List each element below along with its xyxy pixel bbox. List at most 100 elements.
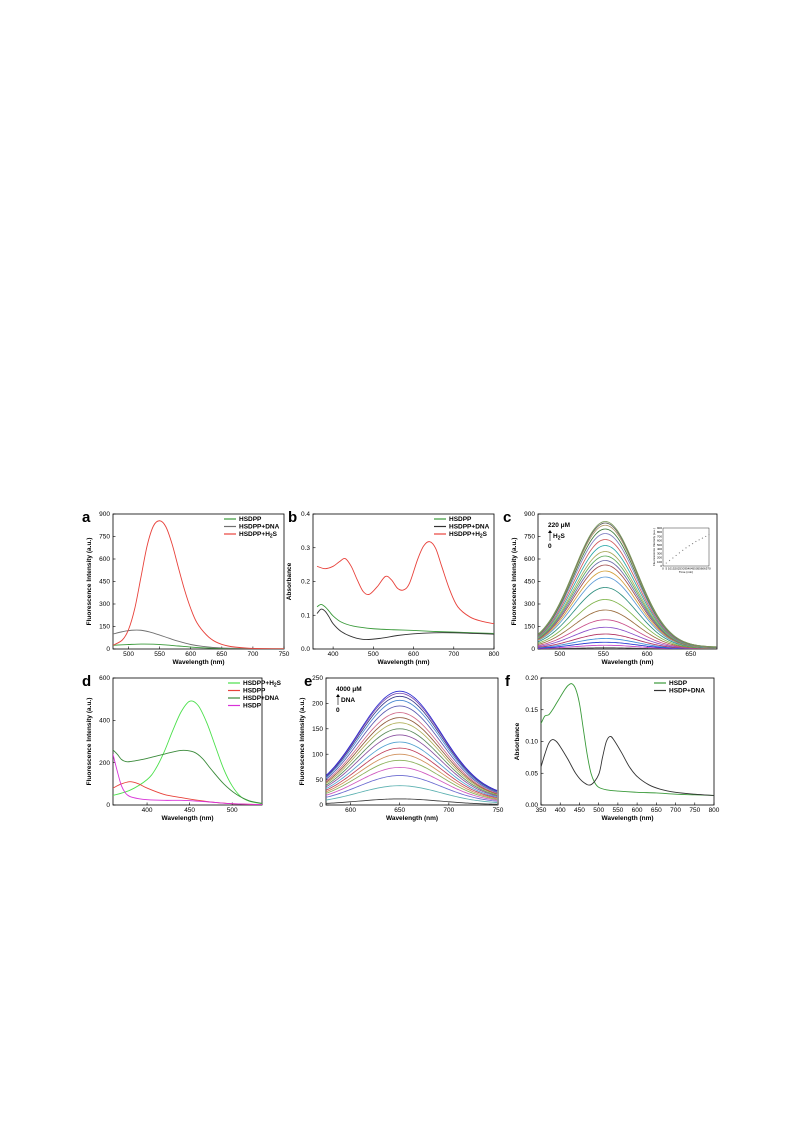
annotation-top: 220 μM <box>548 522 570 529</box>
inset-y-tick: 400 <box>657 547 662 551</box>
x-tick-label: 650 <box>651 807 662 814</box>
plot-area <box>316 541 494 641</box>
inset-y-label: Fluorescence Intensity (a.u.) <box>652 528 656 566</box>
y-tick-label: 0.1 <box>301 612 310 619</box>
x-axis-label: Wavelength (nm) <box>161 815 213 822</box>
series-line <box>326 775 498 802</box>
plot-frame <box>540 677 715 806</box>
x-tick-label: 500 <box>123 651 134 658</box>
x-tick-label: 550 <box>598 651 609 658</box>
inset-x-tick: 15 <box>671 567 675 571</box>
y-tick-label: 150 <box>524 624 535 631</box>
x-tick-label: 600 <box>642 651 653 658</box>
inset-x-tick: 50 <box>694 567 698 571</box>
inset-point <box>688 545 690 547</box>
inset-point <box>705 535 707 538</box>
x-tick-label: 400 <box>142 807 153 814</box>
annotation-species: H2S <box>553 533 565 542</box>
inset-point <box>668 559 671 562</box>
x-tick-label: 650 <box>394 807 405 814</box>
panel-letter: f <box>505 673 511 690</box>
x-tick-label: 350 <box>536 807 547 814</box>
y-tick-label: 400 <box>99 718 110 725</box>
inset-chart: 0 5 10 15 20 25 30 35 40 45 50 55 60 65 700 10020030040… <box>652 526 711 574</box>
series-line <box>538 521 717 648</box>
y-tick-label: 0.0 <box>301 646 310 653</box>
panel-e: e 600 650 700 750 0 50 100 150 200 250 Wavelength (… <box>299 673 504 822</box>
x-tick-label: 750 <box>493 807 504 814</box>
plot-area <box>541 683 714 796</box>
y-tick-label: 0 <box>106 646 110 653</box>
inset-x-tick: 60 <box>701 567 705 571</box>
y-axis-label: Fluorescence Intensity (a.u.) <box>299 698 306 786</box>
inset-y-tick: 300 <box>657 551 662 555</box>
inset-point <box>695 540 697 543</box>
inset-point <box>665 562 667 564</box>
y-tick-label: 600 <box>99 556 110 563</box>
annotation-arrowhead <box>336 694 340 697</box>
series-line <box>538 587 717 649</box>
series-line <box>326 741 498 798</box>
inset-x-tick: 30 <box>681 567 685 571</box>
annotation-species: DNA <box>341 697 355 704</box>
x-tick-label: 750 <box>689 807 700 814</box>
x-tick-label: 500 <box>593 807 604 814</box>
y-tick-label: 100 <box>312 751 323 758</box>
inset-x-label: Time (min) <box>679 570 693 574</box>
y-tick-label: 0 <box>106 802 110 809</box>
inset-x-tick: 0 <box>662 567 664 571</box>
series-line-hsdpp-dna <box>113 629 284 649</box>
inset-x-tick: 25 <box>678 567 682 571</box>
y-tick-label: 0.20 <box>525 675 538 682</box>
legend-label: HSDPP <box>449 516 472 523</box>
y-axis-label: Fluorescence Intensity (a.u.) <box>511 538 518 626</box>
x-tick-label: 500 <box>554 651 565 658</box>
series-line <box>326 717 498 795</box>
series-line <box>326 759 498 800</box>
y-tick-label: 750 <box>524 534 535 541</box>
series-line <box>326 695 498 792</box>
inset-y-tick: 100 <box>657 560 662 564</box>
x-axis-label: Wavelength (nm) <box>601 659 653 666</box>
annotation-bottom: 0 <box>336 707 340 714</box>
series-line <box>326 722 498 795</box>
inset-y-tick: 800 <box>657 530 662 534</box>
legend-label: HSDP <box>669 680 688 687</box>
inset-point <box>708 534 710 536</box>
series-line <box>326 766 498 801</box>
inset-x-tick: 45 <box>691 567 695 571</box>
inset-x-tick: 40 <box>688 567 692 571</box>
annotation-arrowhead <box>548 530 552 533</box>
x-tick-label: 600 <box>408 651 419 658</box>
panel-letter: b <box>288 509 297 526</box>
y-tick-label: 200 <box>99 760 110 767</box>
series-line <box>538 619 717 649</box>
plot-frame <box>325 677 499 806</box>
y-tick-label: 300 <box>99 601 110 608</box>
series-line-hsdpp-h2s <box>316 541 494 625</box>
series-line <box>326 785 498 803</box>
x-tick-label: 600 <box>345 807 356 814</box>
legend-label: HSDP+DNA <box>669 688 705 695</box>
y-tick-label: 600 <box>524 556 535 563</box>
plot-area <box>326 690 498 805</box>
series-line-hsdp-dna <box>541 735 714 796</box>
panel-letter: a <box>82 509 91 526</box>
series-line <box>326 705 498 793</box>
panel-letter: d <box>82 673 91 690</box>
series-line <box>538 609 717 649</box>
series-line <box>326 753 498 799</box>
inset-point <box>701 537 704 539</box>
inset-point <box>675 554 677 557</box>
x-tick-label: 600 <box>185 651 196 658</box>
series-line <box>326 690 498 791</box>
legend-label: HSDPP+DNA <box>449 524 490 531</box>
series-line-hsdp <box>541 683 714 796</box>
panel-a: a 500 550 600 650 700 750 0 150 300 450 600 750 900 Wa… <box>82 509 290 666</box>
y-axis-label: Absorbance <box>286 562 293 600</box>
y-tick-label: 750 <box>99 534 110 541</box>
x-tick-label: 550 <box>154 651 165 658</box>
inset-y-tick: 700 <box>657 534 662 538</box>
